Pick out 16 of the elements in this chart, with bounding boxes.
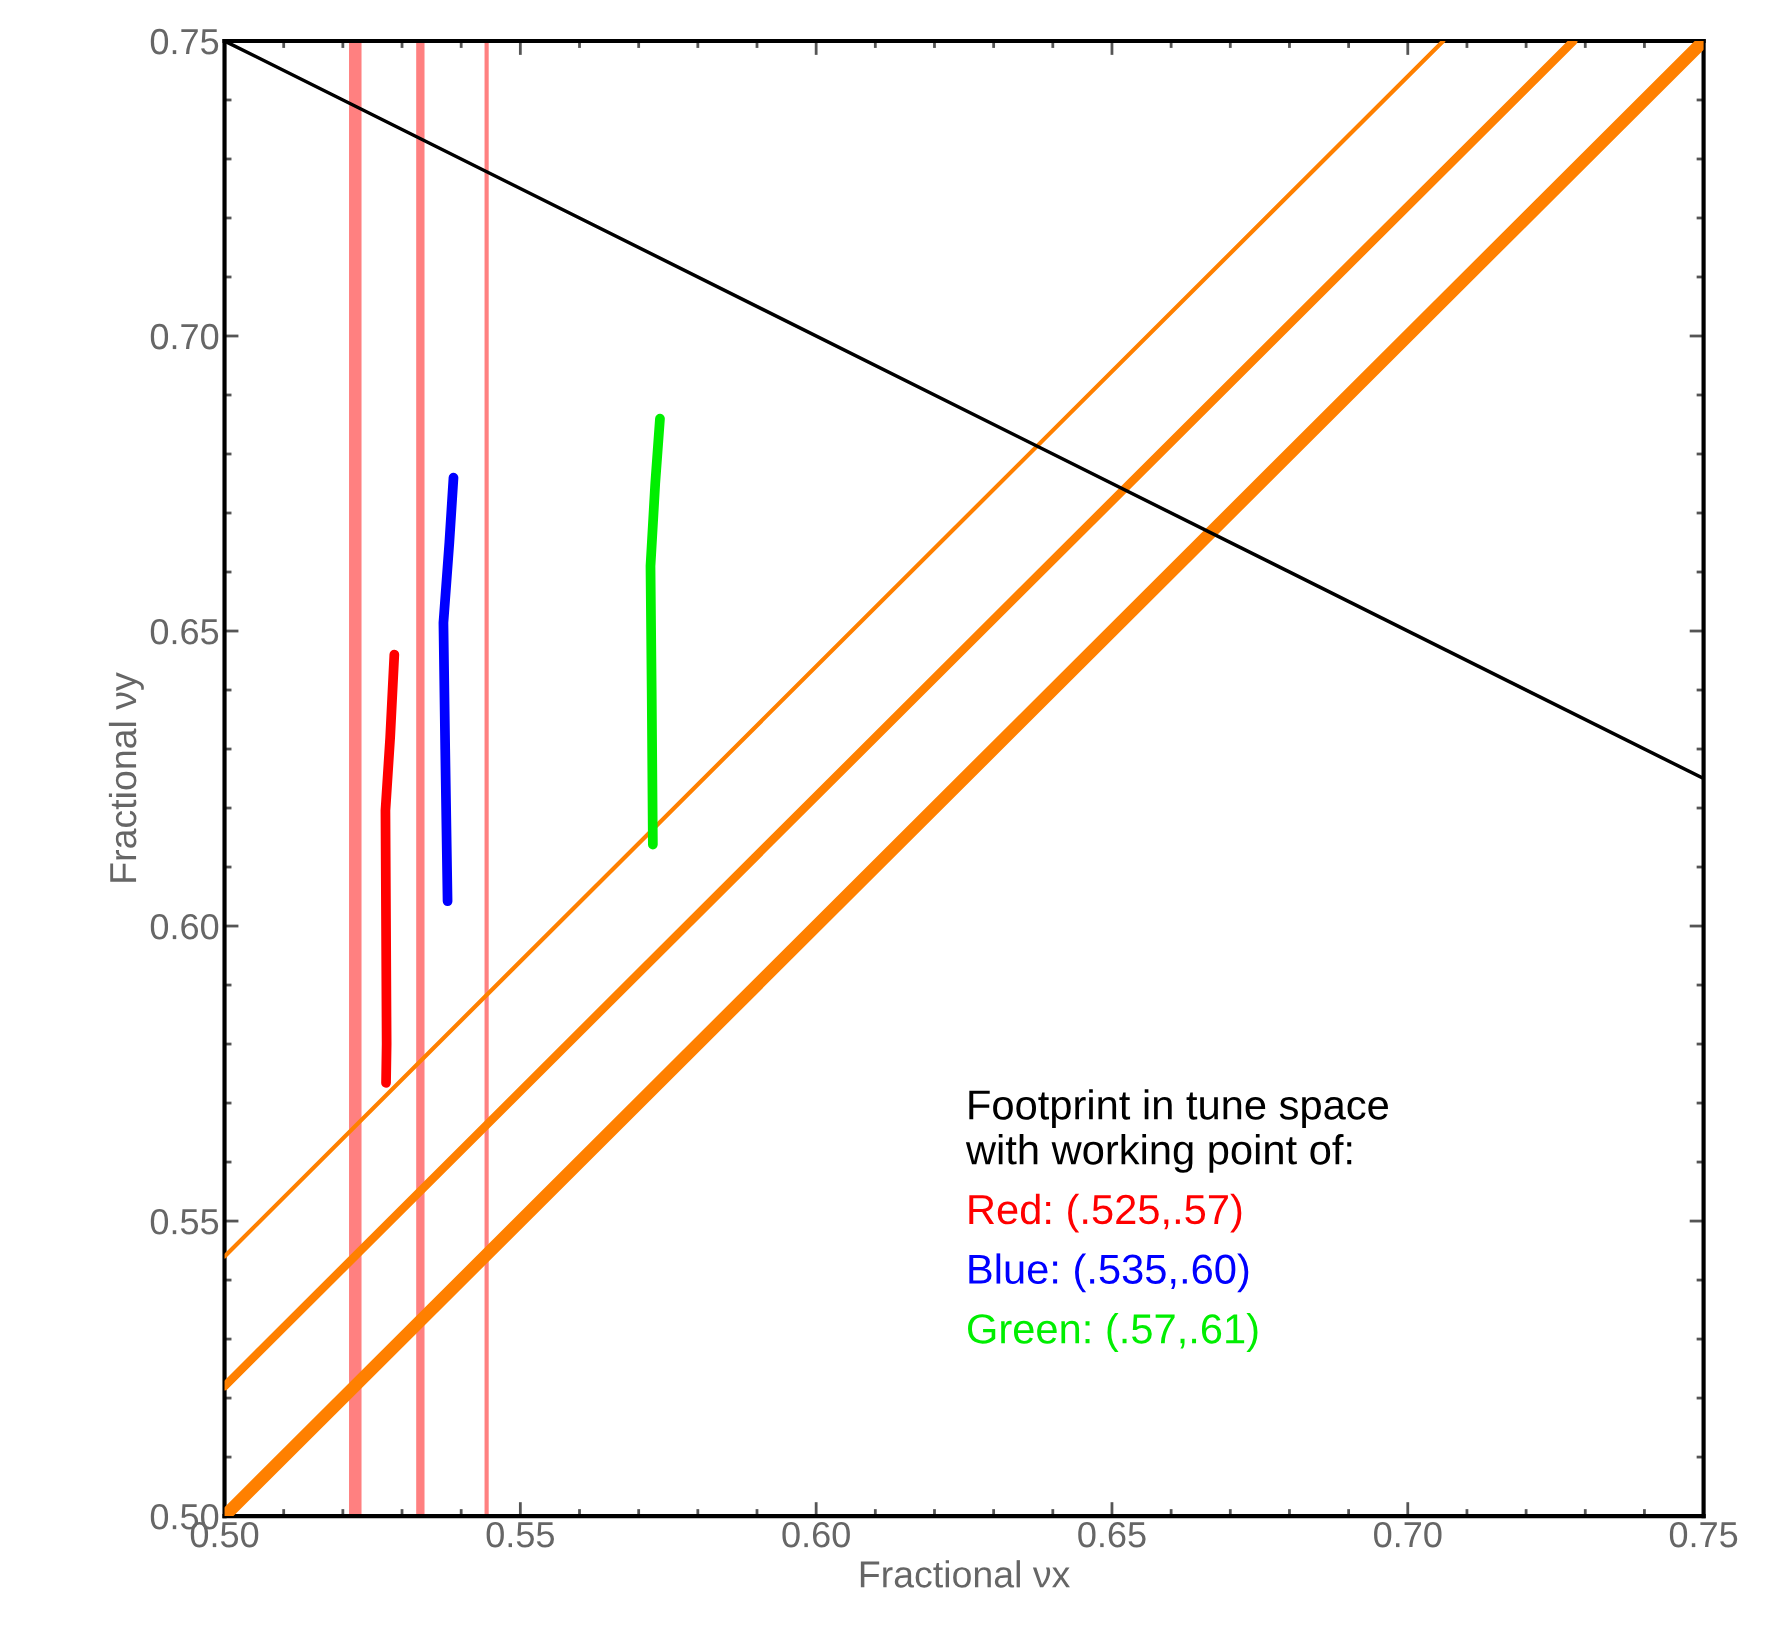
- x-axis-title: Fractional νx: [860, 1560, 1070, 1588]
- y-axis-title: Fractional νy: [108, 672, 144, 882]
- y-tick-label: 0.60: [150, 913, 219, 940]
- x-tick-label: 0.75: [1669, 1521, 1738, 1548]
- x-tick-label: 0.60: [782, 1521, 850, 1548]
- text: Green: (.57,.61): [968, 1313, 1258, 1352]
- text: Blue: (.535,.60): [969, 1253, 1249, 1293]
- y-tick-label: 0.75: [150, 28, 219, 55]
- x-tick-label: 0.70: [1374, 1521, 1442, 1548]
- y-tick-label: 0.55: [150, 1208, 219, 1235]
- y-tick-label: 0.70: [150, 323, 219, 350]
- text: Red: (.525,.57): [969, 1193, 1242, 1233]
- y-tick-label: 0.65: [150, 618, 219, 645]
- x-tick-label: 0.65: [1078, 1521, 1146, 1548]
- legend-title: Footprint in tune space with working point of:: [965, 1089, 1388, 1173]
- x-tick-label: 0.55: [486, 1521, 554, 1548]
